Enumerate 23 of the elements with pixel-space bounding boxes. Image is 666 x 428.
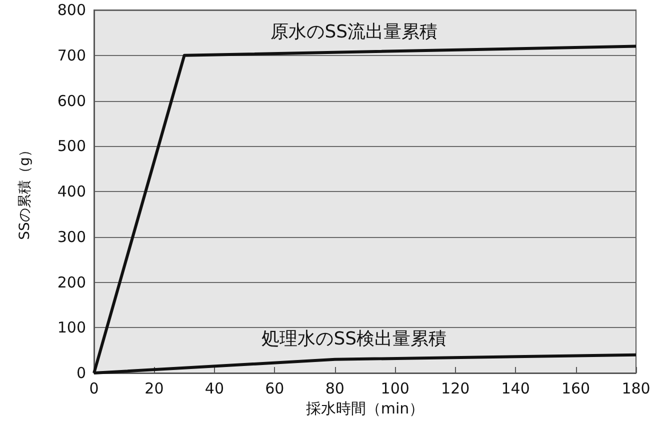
x-tick-label: 120 (441, 380, 470, 398)
series-label: 処理水のSS検出量累積 (262, 328, 447, 350)
y-tick-label: 100 (57, 318, 86, 337)
y-tick-label: 500 (57, 137, 86, 156)
x-tick-label: 0 (89, 380, 99, 398)
x-tick-label: 40 (204, 380, 224, 398)
x-tick-label: 100 (380, 380, 410, 398)
y-tick-label: 200 (57, 273, 86, 292)
x-tick-label: 180 (622, 380, 650, 398)
y-tick-label: 700 (57, 46, 86, 64)
x-axis-title: 採水時間（min） (306, 400, 424, 418)
y-tick-label: 800 (57, 1, 86, 19)
y-tick-label: 0 (76, 364, 86, 382)
y-tick-label: 600 (57, 92, 86, 110)
x-tick-label: 160 (561, 380, 590, 398)
y-tick-label: 300 (57, 228, 86, 246)
x-tick-label: 20 (144, 380, 164, 398)
y-axis-title: SSの累積（g） (17, 143, 33, 240)
x-tick-label: 140 (501, 380, 530, 398)
y-tick-label: 400 (57, 182, 86, 200)
series-label: 原水のSS流出量累積 (270, 22, 438, 42)
x-tick-label: 60 (265, 380, 284, 398)
x-tick-label: 80 (325, 380, 344, 398)
